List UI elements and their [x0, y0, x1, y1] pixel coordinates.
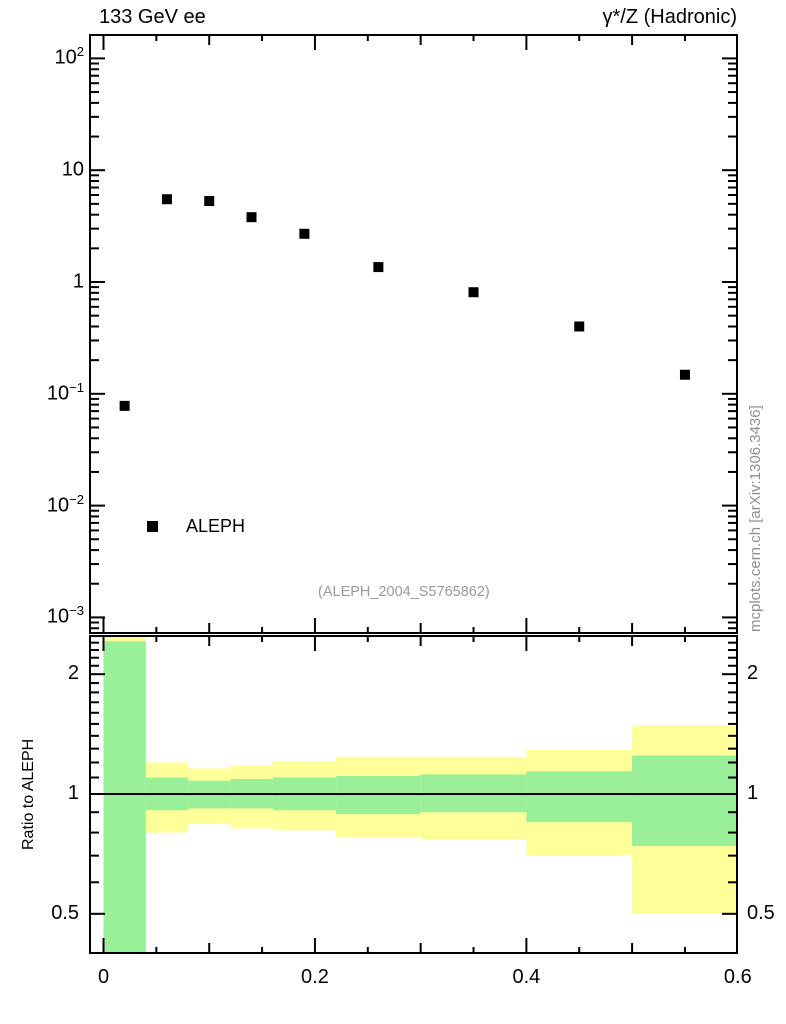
ratio-y-axis-title: Ratio to ALEPH [20, 738, 37, 850]
x-tick-label: 0.6 [723, 966, 752, 988]
data-series-ALEPH [119, 194, 690, 411]
plot-title-process: γ*/Z (Hadronic) [602, 6, 737, 28]
uncertainty-band-inner [526, 771, 633, 823]
main-y-tick-label: 10−1 [46, 379, 84, 405]
main-y-axis-ticks [91, 57, 736, 630]
x-tick-label: 0 [97, 966, 110, 988]
data-point-marker [574, 321, 585, 332]
legend-marker [147, 521, 158, 532]
ratio-y-tick-label-right: 2 [747, 662, 759, 685]
data-point-marker [299, 228, 310, 239]
main-y-tick-label: 10−3 [46, 603, 84, 629]
data-point-marker [161, 194, 172, 205]
uncertainty-bands [103, 637, 736, 952]
x-tick-label: 0.4 [512, 966, 541, 988]
legend-label: ALEPH [186, 516, 246, 536]
plot-title-energy: 133 GeV ee [99, 6, 206, 28]
uncertainty-band-inner [336, 775, 421, 815]
mcplots-credit: mcplots.cern.ch [arXiv:1306.3436] [747, 405, 764, 632]
ratio-y-tick-label-right: 0.5 [747, 901, 775, 924]
data-point-marker [119, 400, 130, 411]
data-point-marker [679, 369, 690, 380]
ratio-y-tick-label-left: 1 [67, 782, 79, 804]
main-y-tick-label: 10 [61, 158, 84, 181]
uncertainty-band-inner [103, 641, 146, 952]
uncertainty-band-inner [632, 755, 736, 847]
data-point-marker [373, 262, 384, 273]
main-y-tick-label: 10−2 [46, 491, 84, 517]
x-axis-ticks [102, 36, 686, 952]
x-tick-label: 0.2 [301, 966, 329, 988]
ratio-y-axis-ticks [91, 641, 736, 915]
watermark-text: (ALEPH_2004_S5765862) [318, 584, 490, 600]
ratio-frame [89, 635, 738, 954]
main-y-tick-label: 1 [72, 270, 84, 293]
ratio-y-tick-label-left: 2 [67, 662, 79, 685]
ratio-y-tick-label-right: 1 [747, 782, 759, 804]
main-y-tick-label: 102 [54, 44, 84, 70]
data-point-marker [204, 196, 215, 207]
data-point-marker [246, 212, 257, 223]
ratio-y-tick-label-left: 0.5 [51, 901, 79, 924]
main-frame [89, 34, 738, 634]
data-point-marker [468, 287, 479, 298]
